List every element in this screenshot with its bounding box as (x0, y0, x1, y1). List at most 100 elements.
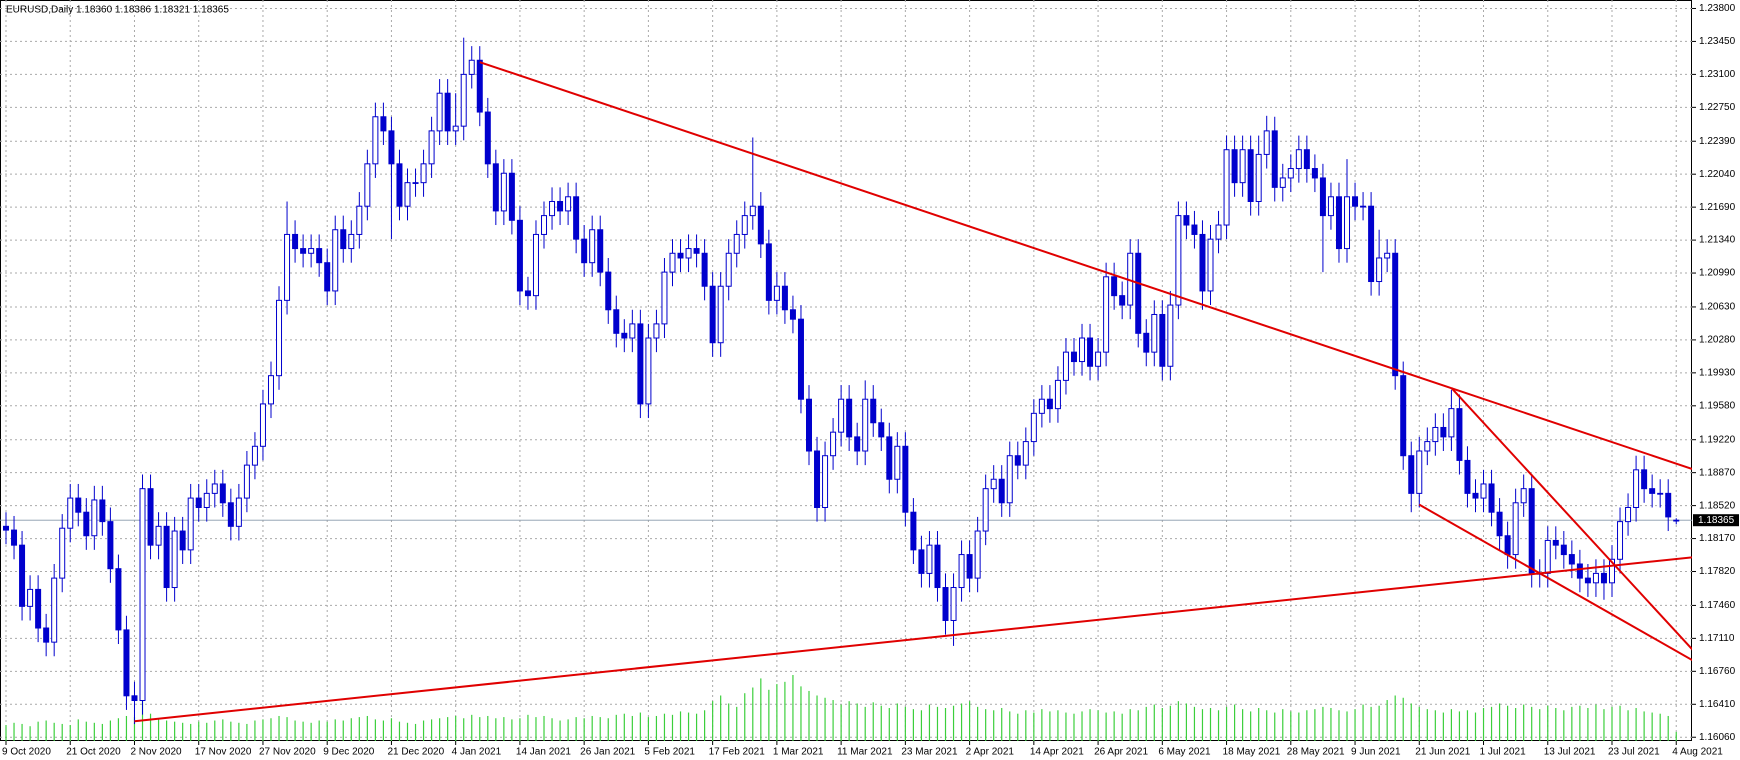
candle-body (1103, 276, 1110, 353)
candle-body (1183, 215, 1190, 226)
candle-body (1135, 252, 1142, 334)
candle-body (1247, 149, 1254, 202)
candle-body (693, 248, 700, 254)
candle-body (637, 323, 644, 405)
x-tick-label: 1 Mar 2021 (773, 747, 824, 758)
candle-body (1464, 459, 1471, 494)
candle-body (1151, 313, 1158, 353)
candle-body (227, 502, 234, 527)
x-tick-label: 27 Nov 2020 (259, 747, 316, 758)
candle-body (806, 398, 812, 452)
candle-body (998, 478, 1005, 504)
y-tick-label: 1.17820 (1699, 566, 1736, 577)
candle-body (155, 525, 162, 546)
candle-body (83, 511, 90, 537)
candle-body (1319, 177, 1326, 217)
y-tick-label: 1.19930 (1699, 367, 1736, 378)
candle-body (1239, 149, 1246, 184)
candle-body (629, 323, 636, 339)
candle-body (460, 73, 467, 127)
candle-body (910, 511, 917, 551)
x-tick-label: 21 Oct 2020 (66, 747, 121, 758)
candle-body (1167, 304, 1174, 367)
candle-body (1472, 492, 1479, 499)
candle-body (1408, 455, 1415, 494)
candle-body (356, 205, 363, 235)
candle-body (1111, 276, 1118, 297)
y-tick-label: 1.21690 (1699, 202, 1736, 213)
volume-layer (5, 675, 1677, 741)
candle-body (19, 544, 26, 607)
candle-layer (3, 37, 1680, 725)
candle-body (765, 243, 772, 301)
candle-body (388, 130, 395, 165)
candle-body (75, 497, 82, 513)
candle-body (573, 196, 580, 240)
candle-body (91, 499, 98, 537)
candle-body (444, 92, 451, 132)
candle-body (251, 445, 258, 466)
candle-body (532, 233, 539, 297)
candle-body (508, 172, 515, 221)
candle-body (1327, 196, 1334, 217)
candle-body (1207, 238, 1214, 292)
candle-body (1223, 149, 1230, 226)
candle-body (990, 478, 997, 490)
x-tick-label: 21 Jun 2021 (1415, 747, 1470, 758)
candle-body (99, 499, 106, 523)
x-tick-label: 14 Jan 2021 (516, 747, 571, 758)
candle-body (235, 497, 242, 527)
x-tick-label: 1 Jul 2021 (1480, 747, 1527, 758)
candle-body (187, 497, 194, 551)
candle-body (838, 398, 845, 433)
candle-body (1512, 502, 1519, 556)
candle-body (725, 252, 732, 287)
trendline (1450, 387, 1692, 651)
candle-body (830, 431, 837, 457)
x-tick-label: 17 Feb 2021 (709, 747, 766, 758)
candle-body (1584, 577, 1591, 584)
x-tick-label: 4 Jan 2021 (452, 747, 502, 758)
candle-body (476, 59, 483, 113)
y-tick-label: 1.19220 (1699, 434, 1736, 445)
candle-body (1600, 572, 1607, 584)
candle-body (1352, 196, 1359, 207)
candle-body (1030, 412, 1037, 443)
candle-body (1384, 252, 1391, 259)
candle-body (541, 215, 548, 235)
candle-body (733, 233, 740, 254)
candle-body (3, 525, 9, 531)
candle-body (1311, 168, 1318, 179)
x-tick-label: 2 Apr 2021 (966, 747, 1015, 758)
candle-body (645, 337, 652, 405)
candle-body (1528, 488, 1535, 574)
candle-body (1119, 295, 1126, 306)
candle-body (1480, 483, 1487, 499)
candle-body (1488, 483, 1495, 513)
candle-body (1609, 558, 1615, 584)
candle-body (918, 549, 925, 574)
candle-body (1440, 426, 1447, 438)
candle-body (902, 445, 909, 513)
candle-body (789, 309, 796, 320)
candle-body (894, 445, 901, 480)
chart-title: EURUSD,Daily 1.18360 1.18386 1.18321 1.1… (6, 5, 229, 16)
candle-body (1231, 149, 1238, 184)
candle-body (1271, 130, 1278, 188)
candle-body (11, 529, 18, 546)
candle-body (500, 172, 507, 212)
candle-body (1400, 375, 1407, 457)
y-tick-label: 1.22390 (1699, 136, 1736, 147)
candle-body (589, 229, 596, 264)
candle-body (139, 488, 146, 702)
candle-body (741, 215, 748, 235)
candle-body (846, 398, 853, 438)
candle-body (982, 488, 989, 532)
candle-body (1295, 149, 1302, 170)
candle-body (581, 238, 588, 264)
candle-body (701, 252, 708, 287)
candle-body (565, 196, 572, 212)
y-tick-label: 1.19580 (1699, 400, 1736, 411)
candle-body (35, 588, 42, 629)
